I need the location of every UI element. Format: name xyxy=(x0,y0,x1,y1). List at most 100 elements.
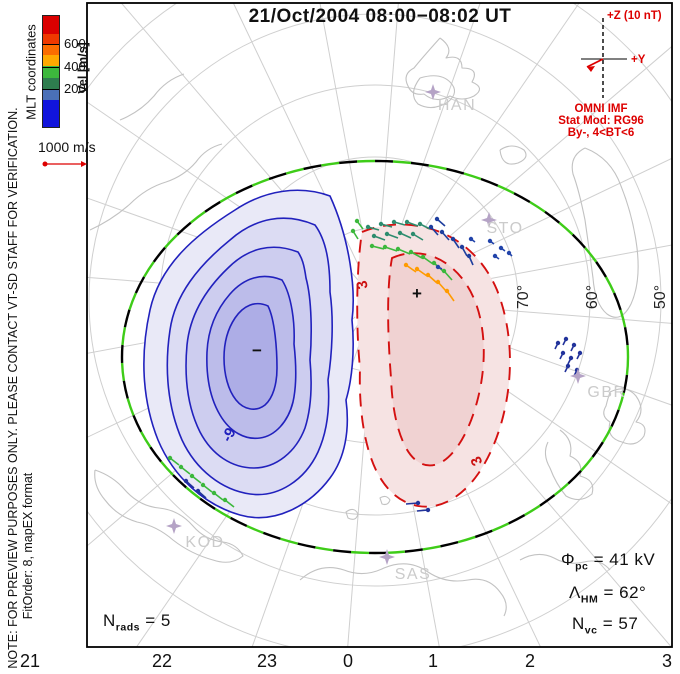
imf-vector-arrowhead xyxy=(587,66,595,72)
coastline xyxy=(603,388,646,445)
velocity-vector xyxy=(441,231,450,241)
preview-note: NOTE: FOR PREVIEW PURPOSES ONLY. PLEASE … xyxy=(6,107,20,669)
reference-arrowhead xyxy=(81,161,87,167)
velocity-vector xyxy=(437,266,443,270)
mlt-spoke xyxy=(383,3,481,276)
velocity-vector xyxy=(399,232,412,239)
coastline xyxy=(299,563,507,617)
mlt-axis-label: 2 xyxy=(524,651,536,671)
stat-nvc-sub: vc xyxy=(584,624,598,637)
velocity-vector xyxy=(437,281,447,292)
mlt-spoke xyxy=(376,3,399,275)
coastline xyxy=(94,469,244,563)
velocity-vector xyxy=(468,255,474,266)
coastline xyxy=(119,73,185,121)
potential-contour xyxy=(223,302,278,410)
velocity-vector xyxy=(185,480,195,489)
contour-label: 3 xyxy=(353,279,371,290)
velocity-vector xyxy=(352,230,359,240)
velocity-vector xyxy=(446,290,455,302)
mlt-spoke xyxy=(400,244,672,296)
station-label: STO xyxy=(486,220,523,237)
velocity-vector xyxy=(436,218,446,227)
station-marker xyxy=(166,518,182,534)
velocity-vector xyxy=(461,246,468,257)
velocity-vector xyxy=(169,457,180,466)
coastline xyxy=(571,147,639,318)
mlt-axis-label: 3 xyxy=(661,651,673,671)
mlt-spoke xyxy=(389,3,580,279)
station-marker xyxy=(425,84,441,100)
coastline xyxy=(345,508,359,520)
stat-lambda-value: = 62° xyxy=(598,583,647,602)
velocity-vector xyxy=(452,238,460,249)
velocity-vector xyxy=(406,221,419,227)
station-marker xyxy=(379,549,395,565)
velocity-vector xyxy=(202,484,213,493)
velocity-vector xyxy=(489,240,495,245)
velocity-vector xyxy=(405,502,419,505)
velocity-vector xyxy=(380,223,393,228)
velocity-vector xyxy=(393,221,406,226)
colorbar-tick xyxy=(42,44,59,45)
velocity-vector xyxy=(384,246,398,252)
latitude-label: 60° xyxy=(584,284,601,310)
page-title: 21/Oct/2004 08:00−08:02 UT xyxy=(248,6,512,27)
velocity-vector xyxy=(224,499,235,508)
velocity-vector xyxy=(427,274,438,284)
mlt-axis-label: 21 xyxy=(19,651,41,671)
mlt-spoke xyxy=(398,157,672,290)
stat-phi-value: = 41 kV xyxy=(588,550,656,569)
stat-nrads: Nrads = 5 xyxy=(103,611,171,633)
coastline xyxy=(499,145,527,165)
velocity-vector xyxy=(419,223,431,230)
velocity-vector xyxy=(559,352,564,360)
stat-phi-sub: pc xyxy=(575,560,589,573)
station-marker xyxy=(481,212,497,228)
colorbar-segment xyxy=(43,100,59,127)
colorbar-unit-label: Vel [m/s] xyxy=(76,42,90,94)
mlt-spoke xyxy=(232,3,365,277)
station-label: SAS xyxy=(395,566,432,583)
imf-label: OMNI IMF xyxy=(574,103,627,115)
colorbar-tick-label: 400 xyxy=(64,59,86,74)
stat-lambda-sub: HM xyxy=(580,593,599,606)
colorbar-tick xyxy=(42,67,59,68)
mlt-coordinates-label: MLT coordinates xyxy=(23,24,39,120)
velocity-vector xyxy=(412,233,424,241)
stat-nrads-value: = 5 xyxy=(140,611,171,630)
station-label: KOD xyxy=(185,534,224,551)
velocity-vector xyxy=(191,475,202,484)
mlt-axis-label: 23 xyxy=(256,651,278,671)
velocity-vector xyxy=(443,270,453,281)
colorbar-tick-label: 600 xyxy=(64,36,86,51)
coastline xyxy=(89,143,223,231)
velocity-vector xyxy=(416,268,428,277)
colorbar-segment xyxy=(43,55,59,66)
station-marker xyxy=(570,368,586,384)
mlt-spoke xyxy=(394,45,672,284)
colorbar-segment xyxy=(43,34,59,44)
velocity-colorbar: 600 400 200 xyxy=(42,15,142,130)
velocity-vector xyxy=(562,338,567,346)
mlt-axis-label: 0 xyxy=(342,651,354,671)
velocity-vector xyxy=(405,264,417,273)
velocity-vector xyxy=(470,238,476,243)
imf-vector-arrow xyxy=(586,58,604,68)
velocity-vector xyxy=(180,466,191,475)
colorbar-segment xyxy=(43,44,59,55)
stat-hm-latitude: ΛHM = 62° xyxy=(569,583,646,605)
hm-boundary-black xyxy=(120,159,630,555)
mlt-axis-label: 22 xyxy=(151,651,173,671)
velocity-vector xyxy=(397,248,411,255)
velocity-vector xyxy=(416,509,429,512)
stat-nvc-base: N xyxy=(572,614,585,633)
latitude-label: 70° xyxy=(515,284,532,310)
velocity-vector xyxy=(367,226,380,231)
coastline xyxy=(412,75,456,109)
velocity-vector xyxy=(197,490,207,499)
latitude-label: 50° xyxy=(652,284,669,310)
station-label: GBR xyxy=(587,384,626,401)
colorbar-segment xyxy=(43,78,59,89)
